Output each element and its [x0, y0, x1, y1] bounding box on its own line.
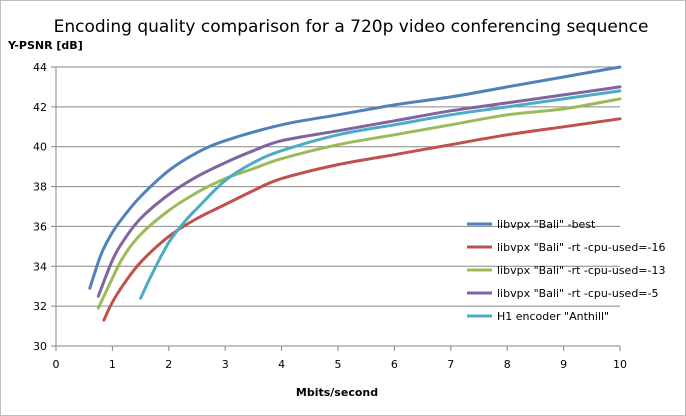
- x-tick-label: 2: [165, 358, 172, 371]
- legend-label: libvpx "Bali" -rt -cpu-used=-13: [497, 264, 666, 277]
- series-line: [102, 117, 622, 322]
- y-tick-label: 40: [33, 141, 47, 154]
- legend-label: libvpx "Bali" -rt -cpu-used=-16: [497, 241, 666, 254]
- y-axis-label: Y-PSNR [dB]: [7, 39, 83, 52]
- series-4: [96, 85, 622, 298]
- y-tick-label: 30: [33, 340, 47, 353]
- x-tick-label: 5: [335, 358, 342, 371]
- legend-label: libvpx "Bali" -best: [497, 218, 596, 231]
- chart-title: Encoding quality comparison for a 720p v…: [54, 17, 649, 37]
- x-tick-label: 10: [613, 358, 627, 371]
- y-tick-label: 36: [33, 220, 47, 233]
- series-line: [96, 85, 622, 298]
- series-3: [96, 97, 622, 310]
- x-tick-label: 9: [560, 358, 567, 371]
- legend-label: H1 encoder "Anthill": [497, 310, 609, 323]
- x-tick-label: 1: [109, 358, 116, 371]
- x-tick-label: 7: [447, 358, 454, 371]
- y-tick-label: 44: [33, 61, 47, 74]
- series-line: [88, 65, 622, 290]
- x-tick-label: 3: [222, 358, 229, 371]
- series-5: [139, 89, 622, 300]
- series-line: [139, 89, 622, 300]
- y-tick-label: 32: [33, 300, 47, 313]
- gridlines: [56, 66, 620, 347]
- x-tick-label: 8: [504, 358, 511, 371]
- x-tick-label: 6: [391, 358, 398, 371]
- legend-label: libvpx "Bali" -rt -cpu-used=-5: [497, 287, 659, 300]
- y-tick-label: 34: [33, 260, 47, 273]
- series-lines: [88, 65, 622, 322]
- x-tick-label: 4: [278, 358, 285, 371]
- x-axis-label: Mbits/second: [296, 386, 378, 399]
- x-tick-label: 0: [53, 358, 60, 371]
- series-2: [102, 117, 622, 322]
- legend: libvpx "Bali" -best libvpx "Bali" -rt -cp…: [467, 218, 666, 323]
- y-tick-label: 38: [33, 181, 47, 194]
- series-line: [96, 97, 622, 310]
- series-1: [88, 65, 622, 290]
- y-tick-label: 42: [33, 101, 47, 114]
